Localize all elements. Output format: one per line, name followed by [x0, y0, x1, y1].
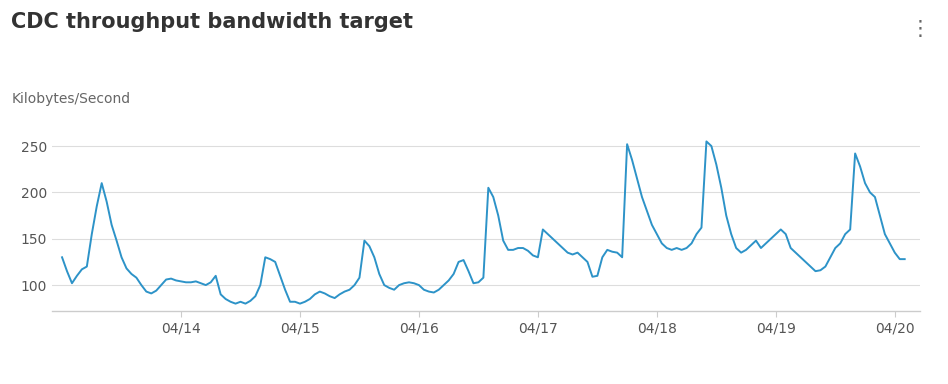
Text: Kilobytes/Second: Kilobytes/Second	[11, 92, 131, 106]
Text: ⋮: ⋮	[910, 19, 931, 39]
Text: CDC throughput bandwidth target: CDC throughput bandwidth target	[11, 12, 413, 31]
